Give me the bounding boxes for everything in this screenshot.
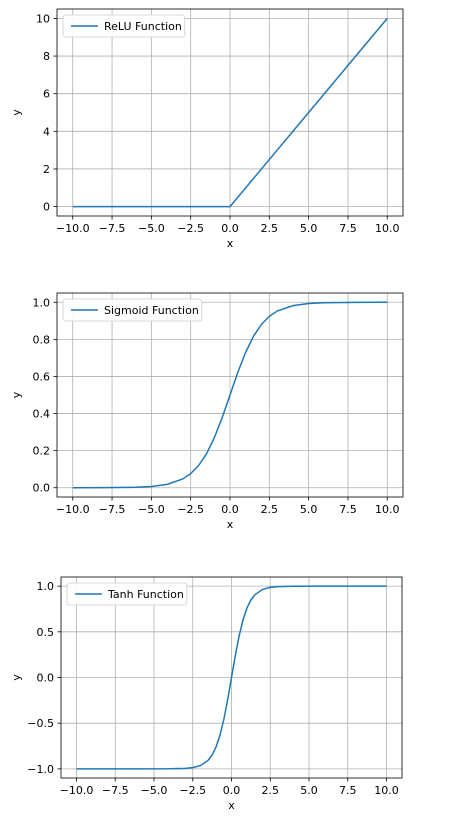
x-axis-label: x bbox=[228, 799, 235, 812]
x-tick-label: 2.5 bbox=[262, 784, 280, 797]
x-tick-label: −7.5 bbox=[102, 784, 129, 797]
legend-box bbox=[66, 582, 188, 606]
y-tick-label: 0.4 bbox=[33, 408, 51, 421]
x-tick-label: 2.5 bbox=[261, 222, 279, 235]
x-tick-label: −2.5 bbox=[177, 503, 204, 516]
x-tick-label: 7.5 bbox=[339, 222, 357, 235]
x-tick-label: −10.0 bbox=[56, 222, 90, 235]
series-line bbox=[72, 17, 388, 208]
legend-box bbox=[62, 298, 203, 322]
legend: ReLU Function bbox=[62, 14, 186, 38]
x-tick-label: 5.0 bbox=[300, 503, 318, 516]
x-tick-label: −5.0 bbox=[141, 784, 168, 797]
y-tick-label: 0.8 bbox=[33, 333, 51, 346]
y-axis-label: y bbox=[10, 674, 23, 681]
y-tick-label: 1.0 bbox=[33, 296, 51, 309]
x-tick-label: −7.5 bbox=[99, 503, 126, 516]
y-tick-label: 0.0 bbox=[33, 482, 51, 495]
chart-panel-1: −10.0 −7.5 −5.0 −2.5 0.0 2.5 5.0 7.5 10.0 0 2 4 6 8 10… bbox=[10, 8, 404, 250]
y-tick-label: 8 bbox=[43, 50, 50, 63]
chart-panel-2: −10.0 −7.5 −5.0 −2.5 0.0 2.5 5.0 7.5 10.0 0.0 0.2 0… bbox=[10, 292, 404, 531]
x-tick-label: 10.0 bbox=[375, 503, 400, 516]
x-tick-label: 0.0 bbox=[221, 222, 239, 235]
chart-panel-3: −10.0 −7.5 −5.0 −2.5 0.0 2.5 5.0 7.5 10.0 −1.0 −0.… bbox=[10, 576, 403, 812]
x-tick-label: 7.5 bbox=[339, 784, 357, 797]
y-tick-label: 4 bbox=[43, 125, 50, 138]
x-tick-label: 5.0 bbox=[300, 784, 318, 797]
series-line bbox=[72, 301, 388, 489]
y-tick-label: 0.0 bbox=[37, 672, 55, 685]
y-axis-label: y bbox=[10, 109, 23, 116]
y-tick-label: 10 bbox=[36, 12, 50, 25]
x-tick-label: 0.0 bbox=[221, 503, 239, 516]
y-tick-label: −0.5 bbox=[27, 717, 54, 730]
x-tick-label: −5.0 bbox=[138, 503, 165, 516]
y-tick-label: 6 bbox=[43, 88, 50, 101]
x-tick-label: −2.5 bbox=[179, 784, 206, 797]
x-tick-label: 10.0 bbox=[374, 784, 399, 797]
y-tick-label: 0 bbox=[43, 201, 50, 214]
x-tick-label: 7.5 bbox=[339, 503, 357, 516]
x-tick-label: −10.0 bbox=[56, 503, 90, 516]
x-tick-label: 10.0 bbox=[375, 222, 400, 235]
x-axis-label: x bbox=[227, 237, 234, 250]
x-tick-label: −10.0 bbox=[60, 784, 94, 797]
y-tick-label: −1.0 bbox=[27, 763, 54, 776]
y-tick-label: 1.0 bbox=[37, 580, 55, 593]
y-tick-label: 2 bbox=[43, 163, 50, 176]
y-axis-label: y bbox=[10, 391, 23, 398]
legend-label: Sigmoid Function bbox=[104, 304, 199, 317]
x-tick-label: 0.0 bbox=[223, 784, 241, 797]
y-tick-label: 0.5 bbox=[37, 626, 55, 639]
x-tick-label: −2.5 bbox=[177, 222, 204, 235]
x-axis-label: x bbox=[227, 518, 234, 531]
y-tick-label: 0.6 bbox=[33, 370, 51, 383]
series-line bbox=[76, 585, 387, 770]
x-tick-label: 5.0 bbox=[300, 222, 318, 235]
x-tick-label: 2.5 bbox=[261, 503, 279, 516]
legend-label: ReLU Function bbox=[104, 20, 182, 33]
legend: Tanh Function bbox=[66, 582, 188, 606]
legend-label: Tanh Function bbox=[107, 588, 184, 601]
x-tick-label: −7.5 bbox=[99, 222, 126, 235]
legend-box bbox=[62, 14, 186, 38]
x-tick-label: −5.0 bbox=[138, 222, 165, 235]
legend: Sigmoid Function bbox=[62, 298, 203, 322]
y-tick-label: 0.2 bbox=[33, 445, 51, 458]
